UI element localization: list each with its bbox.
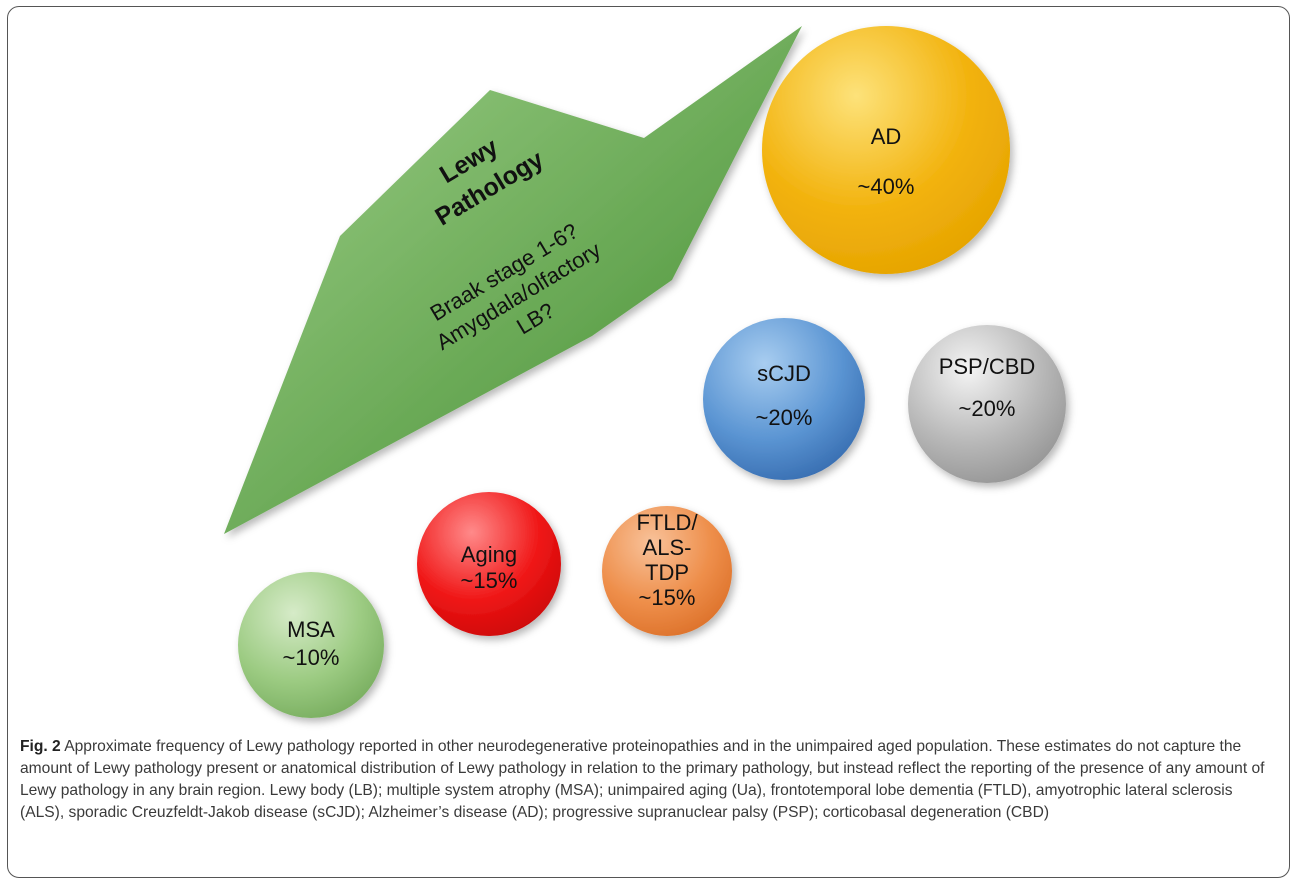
circle-msa-line-1: MSA [287,617,335,642]
circle-ftld-line-1: FTLD/ [636,510,698,535]
circle-pspcbd-line-1: PSP/CBD [939,354,1036,379]
circle-aging-line-2: ~15% [461,568,518,593]
circle-ftld-line-2: ALS- [643,535,692,560]
lewy-pathology-arrow [224,26,802,534]
circle-aging-shape [417,492,561,636]
circle-scjd-shape [703,318,865,480]
circles-layer: AD ~40%sCJD ~20%PSP/CBD ~20%FTLD/ALS-TDP ~15… [238,26,1066,718]
circle-pspcbd-label: PSP/CBD ~20% [939,354,1036,421]
circle-scjd-label: sCJD ~20% [756,361,813,430]
circle-aging-label: Aging ~15% [461,542,518,593]
circle-ad-label: AD ~40% [858,124,915,199]
circle-scjd-line-1: sCJD [757,361,811,386]
circle-ftld-line-4: ~15% [639,585,696,610]
circle-ad: AD ~40% [762,26,1010,274]
figure-label: Fig. 2 [20,738,61,755]
circle-ad-shape [762,26,1010,274]
figure-caption-text: Approximate frequency of Lewy pathology … [20,738,1265,821]
figure-caption: Fig. 2 Approximate frequency of Lewy pat… [20,736,1275,824]
circle-ftld-label: FTLD/ALS-TDP ~15% [636,510,698,610]
circle-pspcbd-shape [908,325,1066,483]
circle-ftld: FTLD/ALS-TDP ~15% [602,506,732,636]
circle-msa-shape [238,572,384,718]
circle-ftld-line-3: TDP [645,560,689,585]
circle-msa-line-2: ~10% [283,645,340,670]
circle-ad-line-2: ~40% [858,174,915,199]
circle-scjd-line-2: ~20% [756,405,813,430]
circle-ftld-shape [602,506,732,636]
circle-msa: MSA ~10% [238,572,384,718]
circle-pspcbd: PSP/CBD ~20% [908,325,1066,483]
circle-scjd: sCJD ~20% [703,318,865,480]
circle-aging: Aging ~15% [417,492,561,636]
circle-msa-label: MSA ~10% [283,617,340,670]
diagram: Lewy Pathology Braak stage 1-6? Amygdala… [224,26,1066,718]
circle-aging-line-1: Aging [461,542,517,567]
circle-pspcbd-line-2: ~20% [959,396,1016,421]
circle-ad-line-1: AD [871,124,902,149]
